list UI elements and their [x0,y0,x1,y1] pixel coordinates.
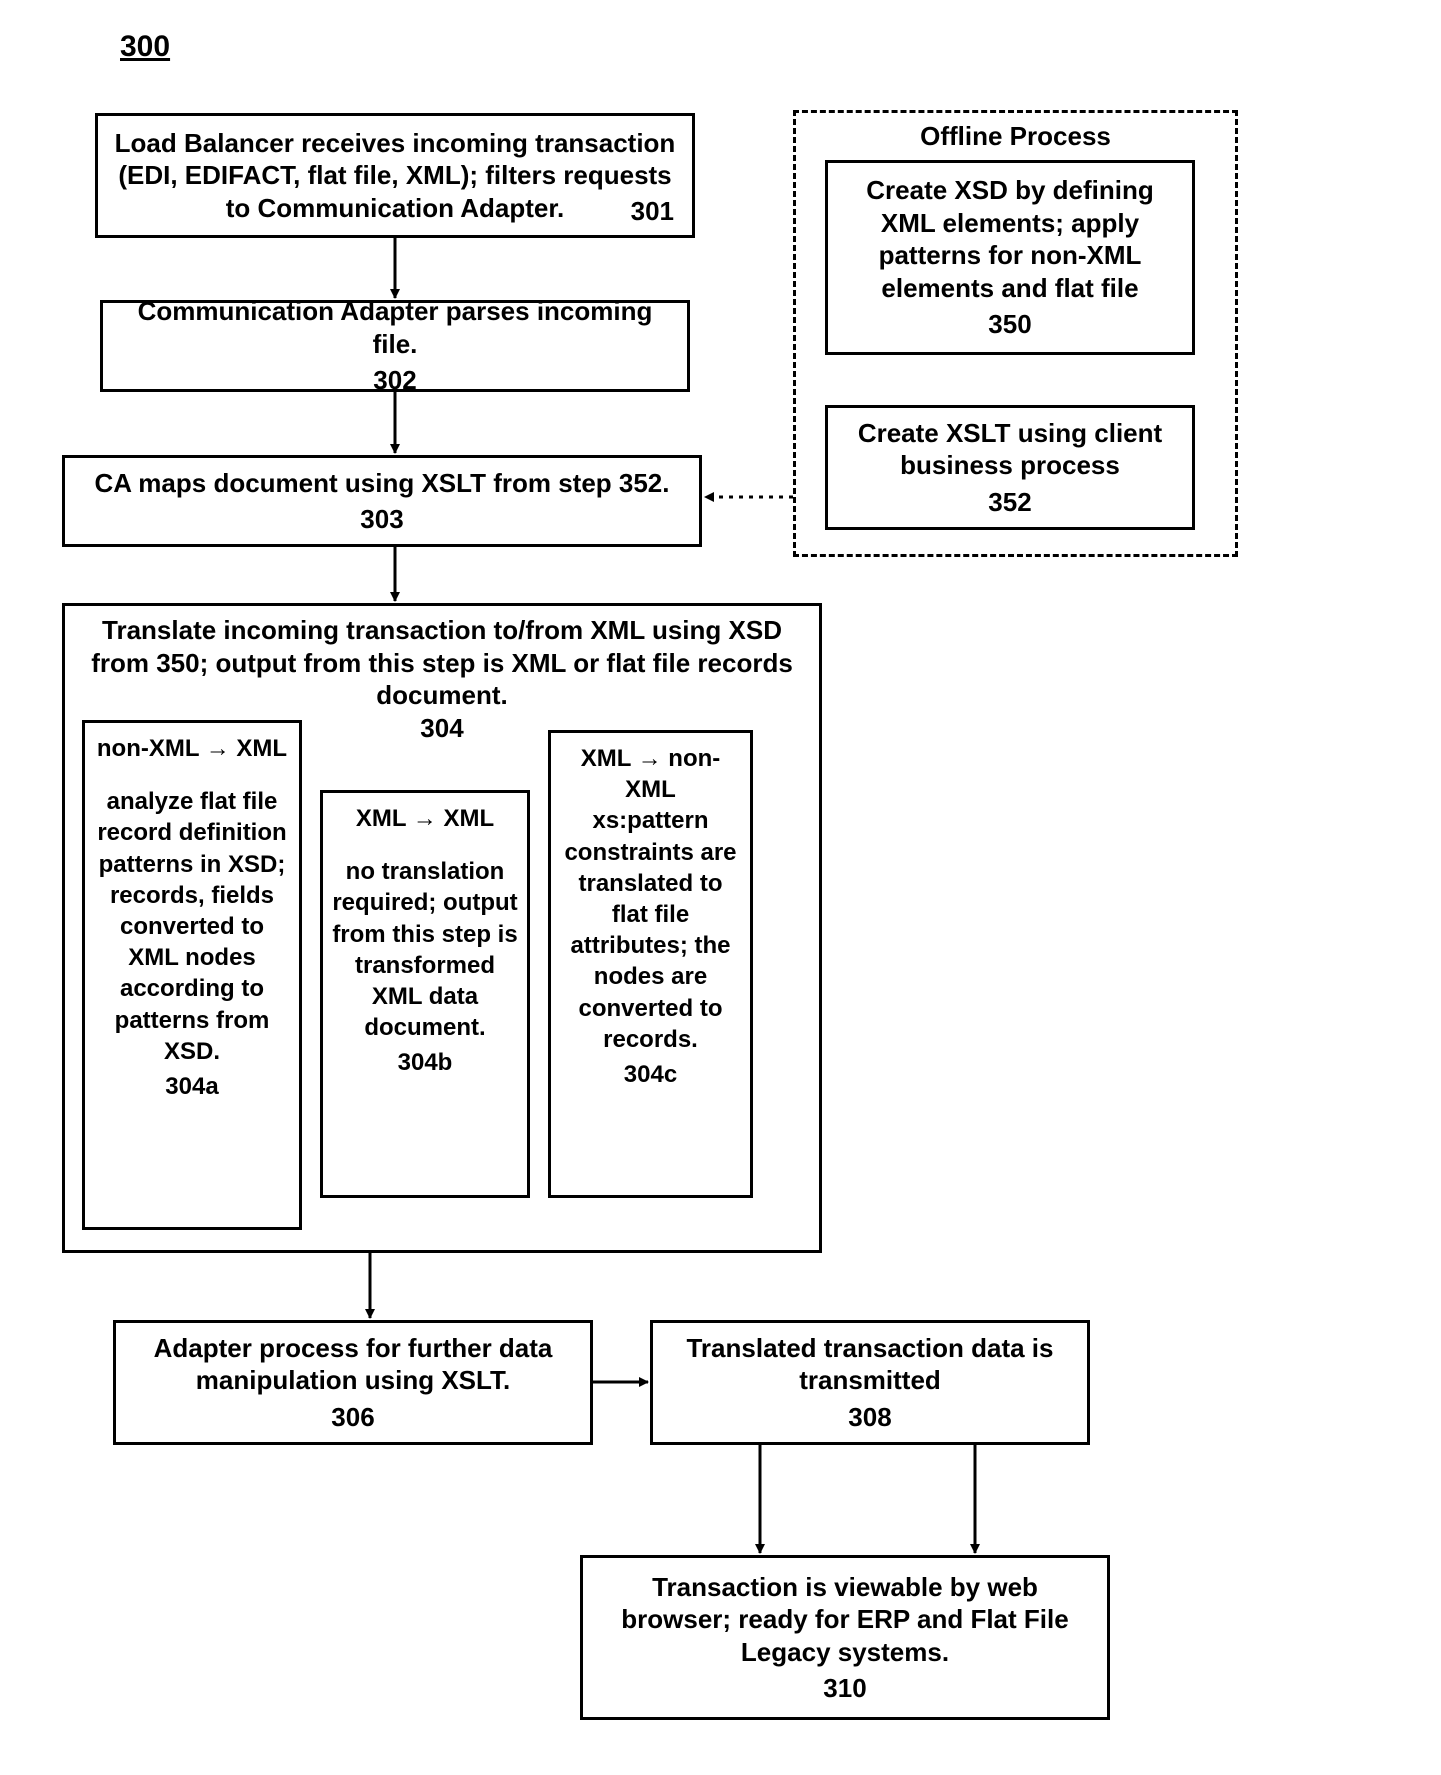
box-310-text: Transaction is viewable by web browser; … [595,1571,1095,1669]
box-303-num: 303 [360,503,403,536]
box-301-num: 301 [631,195,674,228]
box-304b-num: 304b [331,1047,519,1078]
box-352-text: Create XSLT using client business proces… [840,417,1180,482]
box-306-num: 306 [331,1401,374,1434]
box-350: Create XSD by defining XML elements; app… [825,160,1195,355]
box-304b-text: no translation required; output from thi… [331,856,519,1043]
box-304b-title: XML → XML [331,803,519,834]
figure-number: 300 [120,30,170,64]
box-304a-text: analyze flat file record definition patt… [93,786,291,1067]
offline-title: Offline Process [796,121,1235,152]
box-302: Communication Adapter parses incoming fi… [100,300,690,392]
box-304a-title: non-XML → XML [93,733,291,764]
box-303-text: CA maps document using XSLT from step 35… [95,467,670,500]
box-350-text: Create XSD by defining XML elements; app… [840,174,1180,304]
box-301: Load Balancer receives incoming transact… [95,113,695,238]
box-310-num: 310 [823,1672,866,1705]
box-304c-num: 304c [559,1059,742,1090]
box-306-text: Adapter process for further data manipul… [128,1332,578,1397]
box-308: Translated transaction data is transmitt… [650,1320,1090,1445]
box-304c: XML → non-XML xs:pattern constraints are… [548,730,753,1198]
box-350-num: 350 [988,308,1031,341]
box-304c-title: XML → non-XML [559,743,742,805]
box-310: Transaction is viewable by web browser; … [580,1555,1110,1720]
box-302-num: 302 [373,364,416,397]
box-304a: non-XML → XML analyze flat file record d… [82,720,302,1230]
box-308-text: Translated transaction data is transmitt… [665,1332,1075,1397]
box-302-text: Communication Adapter parses incoming fi… [115,295,675,360]
box-303: CA maps document using XSLT from step 35… [62,455,702,547]
box-352: Create XSLT using client business proces… [825,405,1195,530]
box-352-num: 352 [988,486,1031,519]
box-301-text: Load Balancer receives incoming transact… [110,127,680,225]
box-308-num: 308 [848,1401,891,1434]
figure-number-text: 300 [120,30,170,63]
box-304a-num: 304a [93,1071,291,1102]
box-304c-text: xs:pattern constraints are translated to… [559,805,742,1055]
box-306: Adapter process for further data manipul… [113,1320,593,1445]
box-304b: XML → XML no translation required; outpu… [320,790,530,1198]
box-304-num: 304 [420,713,463,743]
box-304-header-text: Translate incoming transaction to/from X… [91,615,793,710]
